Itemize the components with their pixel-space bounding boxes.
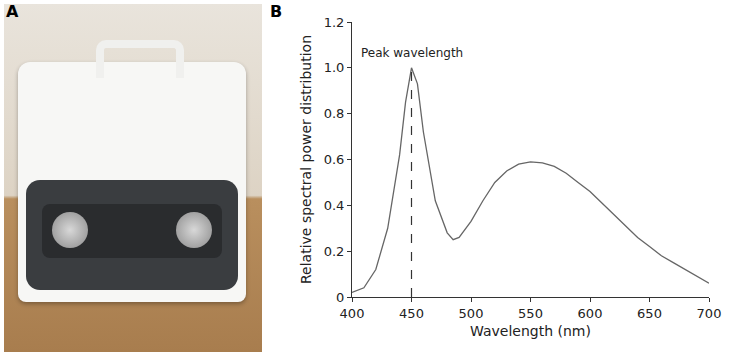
svg-text:Wavelength (nm): Wavelength (nm) xyxy=(470,323,591,339)
svg-text:550: 550 xyxy=(518,306,543,321)
html-text:B: B xyxy=(270,2,283,21)
svg-text:Relative spectral power distri: Relative spectral power distribution xyxy=(298,35,314,284)
svg-text:450: 450 xyxy=(399,306,424,321)
svg-text:1.2: 1.2 xyxy=(324,15,345,30)
svg-text:650: 650 xyxy=(637,306,662,321)
svg-text:0: 0 xyxy=(336,290,344,305)
svg-text:0.8: 0.8 xyxy=(324,106,345,121)
html-text:A: A xyxy=(6,2,19,21)
svg-text:0.4: 0.4 xyxy=(324,198,345,213)
svg-text:Peak wavelength: Peak wavelength xyxy=(361,46,463,60)
svg-text:700: 700 xyxy=(697,306,722,321)
svg-text:500: 500 xyxy=(459,306,484,321)
svg-text:400: 400 xyxy=(340,306,365,321)
svg-text:1.0: 1.0 xyxy=(324,60,345,75)
svg-text:0.2: 0.2 xyxy=(324,244,345,259)
svg-text:600: 600 xyxy=(578,306,603,321)
svg-text:0.6: 0.6 xyxy=(324,152,345,167)
